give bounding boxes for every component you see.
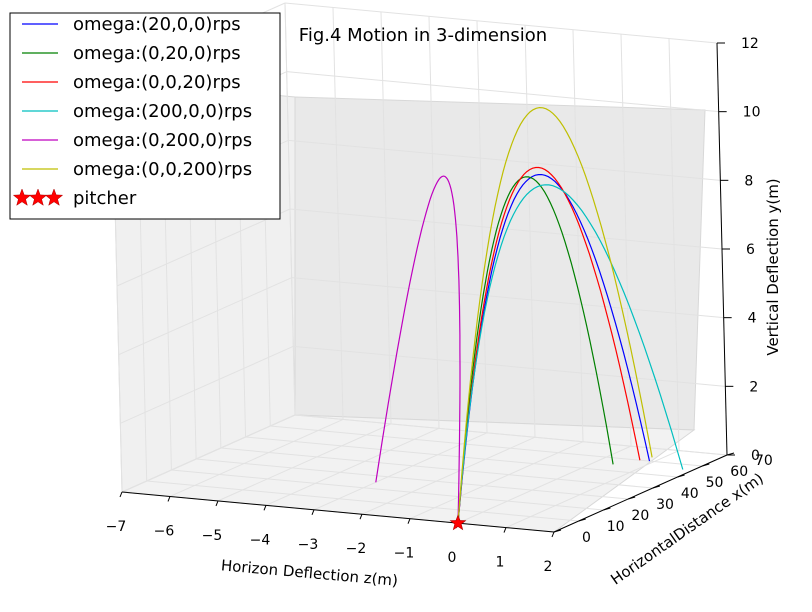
z-tick-label: 12 bbox=[741, 36, 759, 52]
axis-lines bbox=[119, 42, 735, 538]
y-tick-mark bbox=[677, 474, 685, 478]
x-tick-label: −2 bbox=[346, 541, 367, 557]
legend-box bbox=[9, 12, 281, 220]
y-tick-mark bbox=[553, 529, 562, 533]
back-wall-grid-line bbox=[284, 2, 718, 44]
side-wall-grid-line bbox=[116, 208, 291, 287]
back-wall-grid-line bbox=[286, 71, 719, 113]
y-tick-mark bbox=[628, 496, 636, 500]
x-tick-mark bbox=[359, 514, 363, 520]
marker-group bbox=[449, 514, 467, 531]
legend-label: omega:(200,0,0)rps bbox=[73, 101, 252, 122]
x-tick-label: 1 bbox=[496, 555, 505, 571]
legend-label: omega:(0,0,20)rps bbox=[73, 72, 241, 93]
y-axis-line bbox=[553, 454, 728, 533]
legend-label: omega:(0,20,0)rps bbox=[73, 43, 241, 64]
legend-label: pitcher bbox=[73, 188, 137, 209]
x-tick-mark bbox=[119, 491, 123, 498]
x-tick-label: 0 bbox=[448, 550, 457, 566]
floor-grid-line bbox=[505, 450, 680, 529]
x-tick-mark bbox=[503, 527, 507, 533]
x-tick-mark bbox=[167, 496, 171, 502]
side-wall-grid-line bbox=[118, 277, 292, 356]
back-wall-grid-line bbox=[291, 277, 724, 319]
z-tick-label: 0 bbox=[751, 448, 760, 464]
series-line-6 bbox=[457, 106, 653, 524]
x-tick-label: −3 bbox=[298, 537, 319, 553]
floor-grid-line bbox=[220, 447, 653, 489]
x-tick-mark bbox=[311, 509, 315, 515]
legend-label: omega:(0,200,0)rps bbox=[73, 130, 252, 151]
z-tick-label: 4 bbox=[748, 311, 757, 327]
legend-label: omega:(20,0,0)rps bbox=[73, 14, 241, 35]
x-axis-label: Horizon Deflection z(m) bbox=[220, 556, 398, 589]
floor-grid-line bbox=[313, 432, 488, 511]
z-axis-label: Vertical Deflection y(m) bbox=[764, 178, 782, 355]
series-line-4 bbox=[457, 184, 684, 524]
floor-grid-line bbox=[146, 480, 579, 522]
legend-marker-swatch bbox=[44, 188, 64, 206]
x-tick-mark bbox=[551, 531, 555, 538]
y-tick-mark bbox=[702, 463, 710, 467]
floor-grid-line bbox=[409, 441, 584, 520]
x-tick-label: −5 bbox=[202, 528, 223, 544]
series-line-3 bbox=[457, 166, 641, 524]
floor-grid-line bbox=[245, 436, 678, 478]
legend: omega:(20,0,0)rps omega:(0,20,0)rps omega:… bbox=[9, 12, 281, 220]
pitcher-marker bbox=[449, 514, 467, 531]
floor-grid-line bbox=[457, 445, 632, 524]
y-tick-label: 50 bbox=[706, 475, 724, 491]
y-tick-label: 70 bbox=[755, 453, 773, 469]
back-wall-grid-line bbox=[289, 208, 723, 250]
y-tick-mark bbox=[603, 507, 611, 511]
side-wall-grid-line bbox=[120, 345, 294, 424]
floor-grid-line bbox=[217, 423, 392, 502]
series-lines bbox=[375, 106, 684, 524]
y-tick-label: 60 bbox=[730, 464, 748, 480]
z-tick-label: 8 bbox=[744, 173, 753, 189]
legend-label: omega:(0,0,200)rps bbox=[73, 159, 252, 180]
series-line-5 bbox=[375, 175, 461, 524]
z-tick-label: 6 bbox=[746, 242, 755, 258]
chart-title: Fig.4 Motion in 3-dimension bbox=[299, 25, 547, 46]
legend-items: omega:(20,0,0)rps omega:(0,20,0)rps omega:… bbox=[12, 14, 252, 209]
z-tick-label: 2 bbox=[749, 379, 758, 395]
z-tick-label: 10 bbox=[743, 105, 761, 121]
legend-marker-swatch bbox=[12, 188, 32, 206]
back-wall-grid-line bbox=[288, 139, 721, 181]
back-wall-grid-line bbox=[294, 414, 728, 456]
x-tick-label: −4 bbox=[250, 532, 271, 548]
x-tick-mark bbox=[215, 500, 219, 507]
y-tick-label: 30 bbox=[656, 497, 674, 513]
x-tick-label: 2 bbox=[544, 559, 553, 575]
x-axis-line bbox=[121, 491, 555, 533]
floor-grid-line bbox=[361, 436, 536, 515]
x-tick-label: −7 bbox=[106, 519, 127, 535]
floor-grid-line bbox=[171, 469, 604, 511]
y-tick-label: 0 bbox=[582, 530, 591, 546]
y-tick-label: 10 bbox=[607, 519, 625, 535]
x-tick-label: −6 bbox=[154, 523, 175, 539]
floor-grid-line bbox=[270, 425, 703, 467]
back-wall-grid-line bbox=[293, 345, 726, 387]
series-line-2 bbox=[457, 176, 614, 524]
x-tick-mark bbox=[407, 518, 411, 524]
x-tick-mark bbox=[263, 505, 267, 511]
y-tick-mark bbox=[652, 485, 660, 489]
y-tick-label: 40 bbox=[681, 486, 699, 502]
floor-grid-line bbox=[196, 458, 629, 500]
x-tick-label: −1 bbox=[394, 546, 415, 562]
floor-grid-line bbox=[265, 427, 440, 506]
y-tick-label: 20 bbox=[631, 508, 649, 524]
legend-marker-swatch bbox=[28, 188, 48, 206]
tick-labels: −7 −6 −5 −4 −3 −2 −1 0 1 201020304050607002468101… bbox=[106, 36, 773, 575]
floor-grid-line bbox=[169, 418, 344, 497]
y-tick-mark bbox=[578, 518, 586, 522]
side-wall-grid-line bbox=[121, 414, 296, 493]
